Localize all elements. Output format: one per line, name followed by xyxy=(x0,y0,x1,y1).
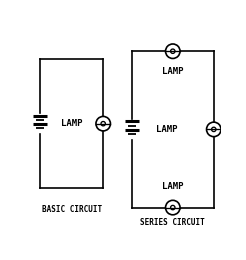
Circle shape xyxy=(166,200,180,215)
Circle shape xyxy=(207,122,221,137)
Text: LAMP: LAMP xyxy=(61,119,82,128)
Text: LAMP: LAMP xyxy=(156,125,178,134)
Circle shape xyxy=(96,116,110,131)
Text: BASIC CIRCUIT: BASIC CIRCUIT xyxy=(42,205,102,214)
Text: LAMP: LAMP xyxy=(162,183,184,191)
Circle shape xyxy=(166,44,180,58)
Text: LAMP: LAMP xyxy=(162,67,184,76)
Text: SERIES CIRCUIT: SERIES CIRCUIT xyxy=(140,218,205,227)
